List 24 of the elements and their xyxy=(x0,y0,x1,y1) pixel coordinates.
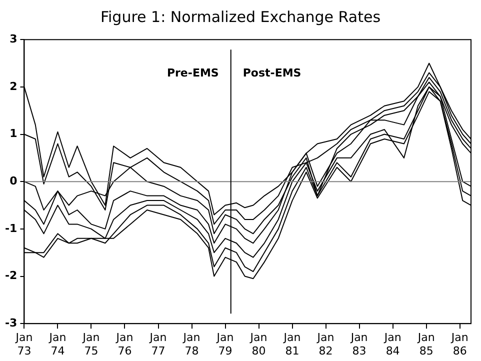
x-tick-label: Jan 83 xyxy=(350,331,368,358)
chart-title: Figure 1: Normalized Exchange Rates xyxy=(99,7,382,28)
x-tick-label: Jan 85 xyxy=(416,331,435,358)
annotation: Pre-EMS xyxy=(166,66,219,80)
x-tick-label: Jan 76 xyxy=(115,331,134,358)
x-tick-label: Jan 81 xyxy=(282,331,301,358)
annotation: Post-EMS xyxy=(242,66,302,80)
x-tick-label: Jan 84 xyxy=(383,331,402,358)
y-tick-label: -3 xyxy=(4,316,18,330)
y-tick-label: -2 xyxy=(4,269,18,282)
x-tick-label: Jan 86 xyxy=(450,331,468,358)
y-tick-label: 2 xyxy=(10,80,18,93)
x-tick-label: Jan 73 xyxy=(14,331,33,358)
y-tick-label: 3 xyxy=(10,32,18,46)
x-tick-label: Jan 75 xyxy=(82,331,100,358)
x-tick-label: Jan 79 xyxy=(216,331,234,358)
y-tick-label: -1 xyxy=(4,222,18,235)
x-tick-label: Jan 74 xyxy=(48,331,66,358)
y-tick-label: 1 xyxy=(10,127,18,140)
x-tick-label: Jan 78 xyxy=(182,331,200,358)
x-tick-label: Jan 82 xyxy=(316,331,334,358)
x-tick-label: Jan 77 xyxy=(148,331,167,358)
x-tick-label: Jan 80 xyxy=(249,331,268,358)
y-tick-label: 0 xyxy=(10,174,18,188)
